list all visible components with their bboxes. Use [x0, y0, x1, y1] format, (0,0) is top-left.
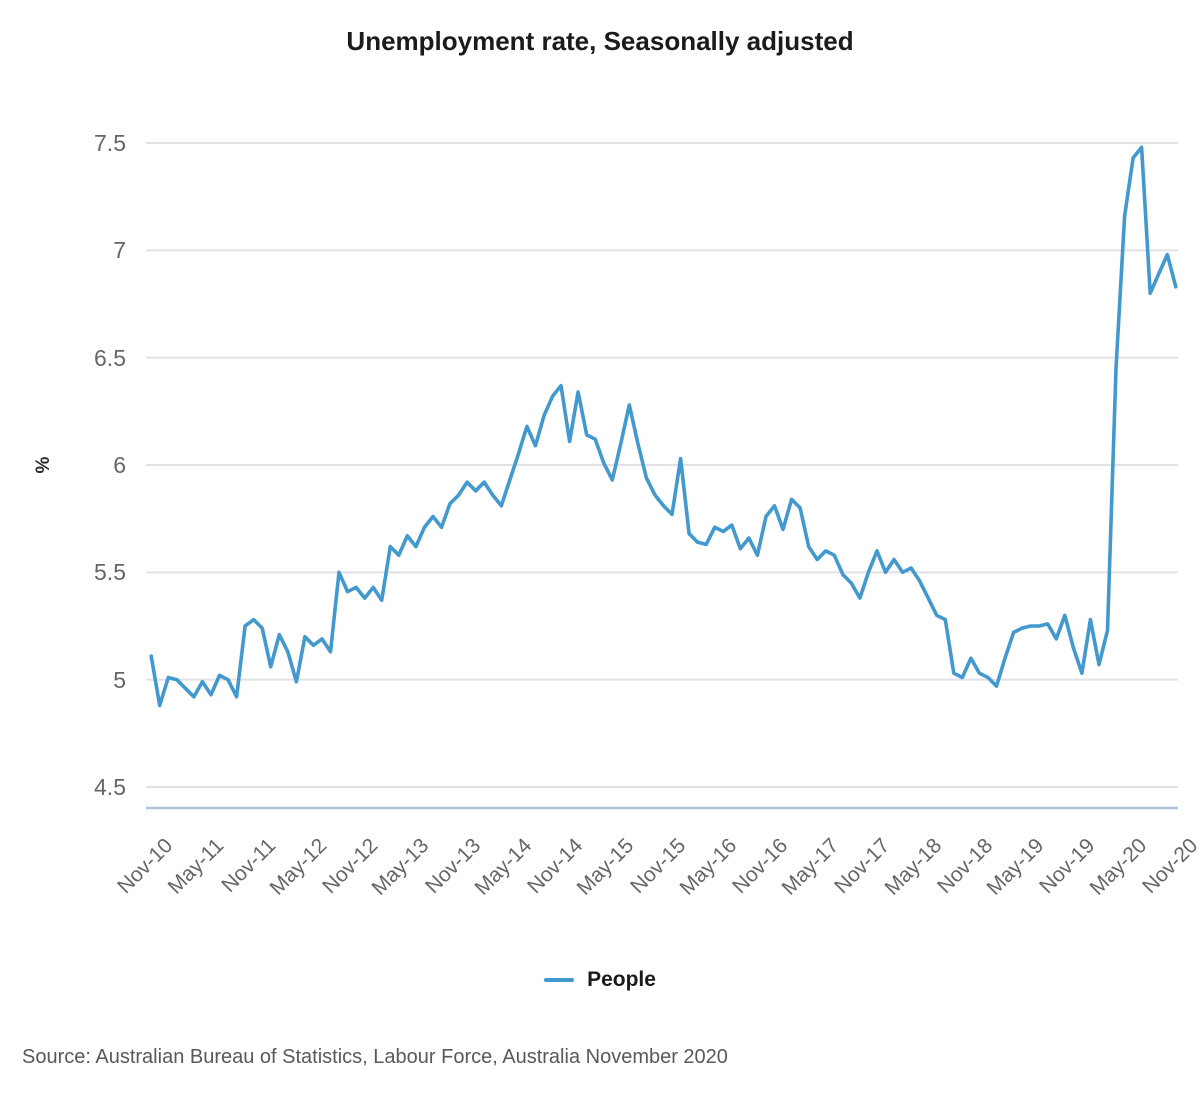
y-tick-label: 7	[113, 237, 126, 264]
y-tick-label: 6	[113, 452, 126, 478]
legend-line-swatch	[544, 978, 575, 982]
legend: People	[0, 968, 1200, 992]
y-tick-label: 4.5	[94, 774, 126, 800]
legend-series-label[interactable]: People	[587, 968, 656, 991]
chart-title: Unemployment rate, Seasonally adjusted	[346, 26, 854, 56]
y-tick-label: 7.5	[94, 130, 126, 156]
y-tick-label: 5.5	[94, 559, 126, 586]
data-line-people[interactable]	[149, 145, 1178, 708]
y-tick-label: 6.5	[94, 344, 126, 371]
source-note: Source: Australian Bureau of Statistics,…	[22, 1046, 728, 1068]
y-tick-label: 5	[113, 666, 126, 693]
